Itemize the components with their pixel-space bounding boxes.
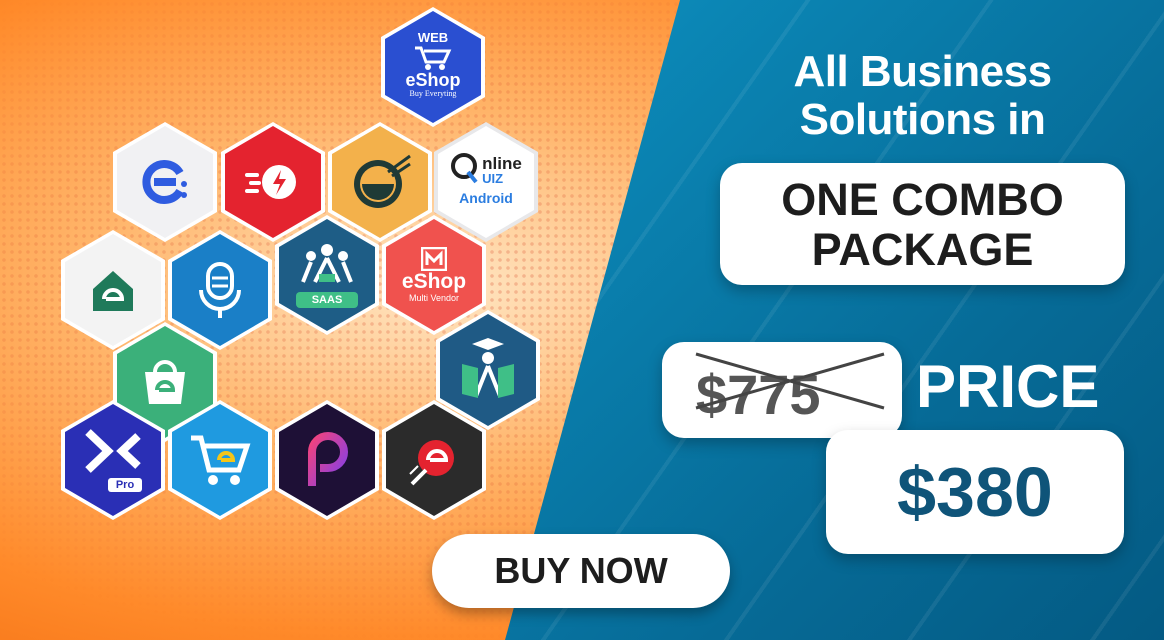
quiz-word-nline: nline xyxy=(482,154,522,173)
headline: All Business Solutions in xyxy=(720,48,1125,144)
combo-package-box: ONE COMBO PACKAGE xyxy=(720,163,1125,285)
p-logo-icon xyxy=(308,432,348,486)
new-price: $380 xyxy=(897,453,1053,531)
home-icon xyxy=(93,271,133,311)
pro-label: Pro xyxy=(107,478,143,492)
multi-vendor-label: Multi Vendor xyxy=(408,293,460,303)
graduation-book-icon xyxy=(462,338,514,398)
p-app-icon xyxy=(275,400,379,520)
chevron-logo-icon xyxy=(85,429,141,473)
eshop-multivendor-app-icon: eShop Multi Vendor xyxy=(382,215,486,335)
eshop-tagline: Buy Everyting xyxy=(409,89,457,98)
shopping-cart-icon xyxy=(191,435,251,485)
headline-line-1: All Business xyxy=(793,47,1052,96)
saas-label: SAAS xyxy=(295,292,359,308)
price-label: PRICE xyxy=(916,353,1100,420)
food-app-icon xyxy=(328,122,432,242)
e-connect-icon xyxy=(142,160,187,204)
eroyal-app-icon xyxy=(382,400,486,520)
buy-now-button[interactable]: BUY NOW xyxy=(432,534,730,608)
web-label: WEB xyxy=(417,30,449,45)
m-logo-icon xyxy=(421,247,447,271)
old-price-box: $775 xyxy=(662,342,902,438)
people-icon xyxy=(301,244,353,283)
microphone-icon xyxy=(199,262,241,318)
web-eshop-app-icon: WEB eShop Buy Everyting xyxy=(381,7,485,127)
food-bowl-icon xyxy=(354,154,411,208)
eshop-label: eShop xyxy=(405,70,461,90)
new-price-box: $380 xyxy=(826,430,1124,554)
quiz-q-icon xyxy=(451,153,478,184)
headline-line-2: Solutions in xyxy=(799,95,1046,144)
combo-line-1: ONE COMBO xyxy=(781,174,1064,225)
shopping-bag-icon xyxy=(145,360,185,404)
combo-line-2: PACKAGE xyxy=(811,224,1034,275)
old-price: $775 xyxy=(696,363,821,426)
eshop-mv-label: eShop xyxy=(401,270,467,293)
cart-icon xyxy=(415,46,452,70)
strikethrough-mark xyxy=(695,352,885,410)
fast-delivery-icon xyxy=(245,165,296,199)
pro-app-icon: Pro xyxy=(61,400,165,520)
android-label: Android xyxy=(459,190,513,206)
fork-e-icon xyxy=(409,440,454,486)
saas-app-icon: SAAS xyxy=(275,215,379,335)
quiz-word-uiz: UIZ xyxy=(482,171,504,186)
education-app-icon xyxy=(436,310,540,430)
